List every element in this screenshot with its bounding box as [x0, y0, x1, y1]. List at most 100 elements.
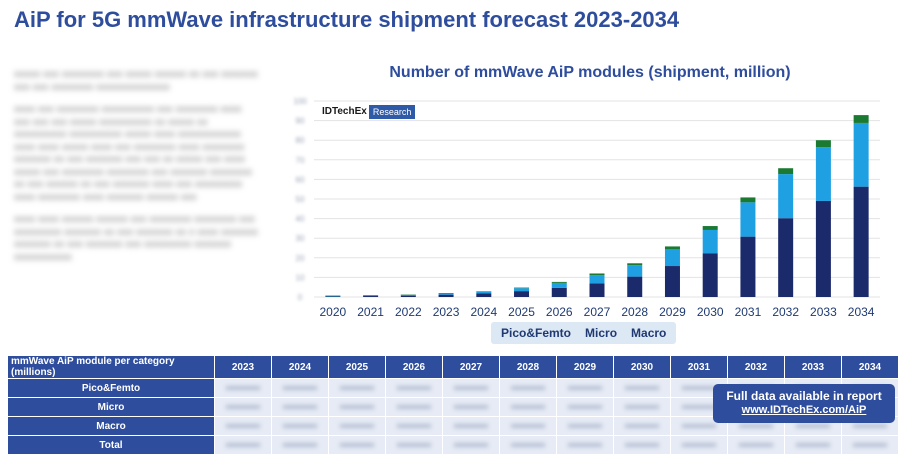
x-tick-label: 2029 [659, 305, 686, 319]
table-cell-blurred [442, 435, 500, 454]
x-tick-label: 2023 [433, 305, 460, 319]
table-cell-blurred [556, 397, 614, 417]
table-cell-blurred [442, 416, 500, 436]
table-cell-blurred [670, 435, 728, 454]
bar-pico-femto [589, 273, 605, 276]
table-cell-blurred [442, 378, 500, 398]
table-cell-blurred [214, 378, 272, 398]
y-tick-label: 70 [296, 156, 305, 165]
report-link[interactable]: www.IDTechEx.com/AiP [741, 404, 867, 416]
table-year-header: 2023 [214, 355, 272, 379]
bar-pico-femto [815, 140, 831, 148]
bar-macro [514, 291, 530, 297]
bar-macro [778, 218, 794, 297]
bar-micro [589, 275, 605, 284]
x-tick-label: 2032 [772, 305, 799, 319]
table-row-label: Micro [7, 397, 215, 417]
table-row: Pico&Femto [7, 378, 899, 398]
bar-micro [438, 293, 454, 295]
bar-pico-femto [363, 295, 379, 296]
table-cell-blurred [613, 435, 671, 454]
full-data-banner[interactable]: Full data available in report www.IDTech… [713, 384, 895, 423]
table-cell-blurred [385, 397, 443, 417]
x-tick-label: 2033 [810, 305, 837, 319]
bar-pico-femto [702, 226, 718, 230]
x-tick-label: 2022 [395, 305, 422, 319]
bar-macro [627, 276, 643, 297]
chart-legend: Pico&Femto Micro Macro [491, 322, 677, 344]
table-row-label: Macro [7, 416, 215, 436]
table-cell-blurred [556, 435, 614, 454]
table-cell-blurred [499, 416, 557, 436]
bar-micro [778, 174, 794, 219]
x-tick-label: 2021 [357, 305, 384, 319]
table-cell-blurred [271, 416, 329, 436]
y-tick-label: 0 [298, 293, 303, 302]
table-year-header: 2024 [271, 355, 329, 379]
table-row: Total [7, 435, 899, 454]
table-cell-blurred [613, 397, 671, 417]
x-tick-label: 2028 [621, 305, 648, 319]
bar-macro [740, 236, 756, 297]
table-cell-blurred [556, 416, 614, 436]
bar-micro [476, 291, 492, 294]
table-cell-blurred [841, 435, 899, 454]
y-tick-label: 40 [296, 215, 305, 224]
table-cell-blurred [214, 416, 272, 436]
table-cell-blurred [385, 378, 443, 398]
table-year-header: 2033 [784, 355, 842, 379]
bar-pico-femto [740, 197, 756, 203]
bar-macro [815, 200, 831, 297]
table-year-header: 2034 [841, 355, 899, 379]
table-cell-blurred [499, 435, 557, 454]
bar-pico-femto [551, 281, 567, 283]
bar-micro [853, 122, 869, 187]
bar-pico-femto [514, 287, 530, 289]
bar-micro [400, 294, 416, 296]
blurred-description: xxxxx xxx xxxxxxxx xxx xxxxx xxxxxx xx x… [14, 68, 258, 263]
y-tick-label: 20 [296, 254, 305, 263]
x-tick-label: 2025 [508, 305, 535, 319]
table-cell-blurred [499, 378, 557, 398]
bar-macro [589, 283, 605, 297]
table-cell-blurred [727, 435, 785, 454]
table-cell-blurred [328, 435, 386, 454]
chart-title: Number of mmWave AiP modules (shipment, … [389, 64, 791, 81]
y-tick-label: 80 [296, 136, 305, 145]
bar-pico-femto [400, 294, 416, 296]
bar-pico-femto [438, 293, 454, 294]
y-tick-label: 30 [296, 234, 305, 243]
bar-micro [815, 147, 831, 201]
table-header-label: mmWave AiP module per category (millions… [7, 355, 215, 379]
bar-macro [325, 296, 341, 297]
bar-macro [664, 266, 680, 297]
bar-macro [551, 287, 567, 297]
table-cell-blurred [613, 378, 671, 398]
logo-brand: IDTechEx [322, 106, 367, 117]
legend-item-macro: Macro [631, 326, 667, 340]
table-year-header: 2032 [727, 355, 785, 379]
table-cell-blurred [214, 435, 272, 454]
x-tick-label: 2030 [697, 305, 724, 319]
table-cell-blurred [385, 416, 443, 436]
bar-pico-femto [778, 168, 794, 175]
x-tick-label: 2020 [320, 305, 347, 319]
bar-pico-femto [476, 291, 492, 292]
table-cell-blurred [442, 397, 500, 417]
bar-micro [627, 265, 643, 277]
table-cell-blurred [271, 397, 329, 417]
table-cell-blurred [385, 435, 443, 454]
y-tick-label: 10 [296, 273, 305, 282]
bar-pico-femto [325, 295, 341, 297]
table-year-header: 2028 [499, 355, 557, 379]
bar-macro [400, 295, 416, 297]
table-cell-blurred [271, 378, 329, 398]
table-year-header: 2027 [442, 355, 500, 379]
table-year-header: 2031 [670, 355, 728, 379]
banner-text: Full data available in report [726, 389, 882, 403]
bar-macro [853, 186, 869, 297]
table-cell-blurred [328, 397, 386, 417]
table-year-header: 2025 [328, 355, 386, 379]
x-tick-label: 2026 [546, 305, 573, 319]
